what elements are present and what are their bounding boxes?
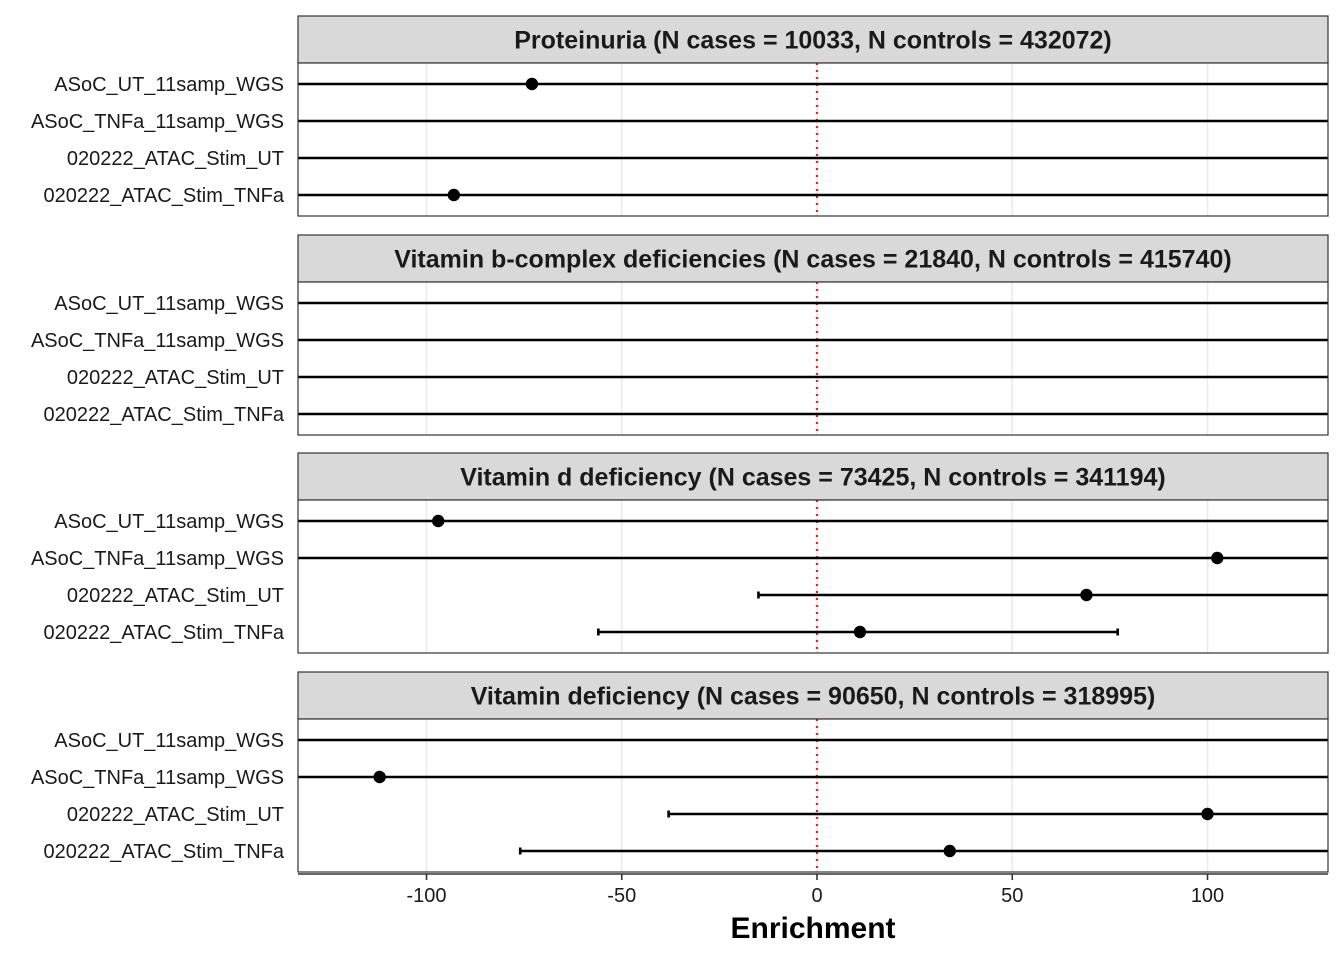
row-label: ASoC_UT_11samp_WGS [54,511,284,533]
estimate-point [447,188,461,202]
panel-background [298,63,1328,216]
estimate-point [1211,551,1224,565]
x-tick-label: -100 [406,885,446,907]
x-axis-title: Enrichment [730,912,895,945]
row-label: ASoC_TNFa_11samp_WGS [31,548,284,570]
estimate-point [1201,807,1214,821]
panel-title: Vitamin d deficiency (N cases = 73425, N… [460,464,1165,492]
panel-strip [297,15,1329,64]
row-label: ASoC_UT_11samp_WGS [54,730,284,752]
panel-strip [297,452,1329,501]
row-label: 020222_ATAC_Stim_UT [67,367,284,389]
x-tick-label: 0 [811,885,822,907]
panel-title: Proteinuria (N cases = 10033, N controls… [514,27,1112,55]
panel-border [297,62,1329,217]
estimate-point [525,77,539,91]
panel-border [297,281,1329,436]
row-label: 020222_ATAC_Stim_UT [67,148,284,170]
panel-background [298,500,1328,653]
panel-title: Vitamin deficiency (N cases = 90650, N c… [471,683,1156,711]
estimate-point [373,770,386,784]
row-label: ASoC_UT_11samp_WGS [54,293,284,315]
row-label: ASoC_TNFa_11samp_WGS [31,111,284,133]
estimate-point [853,625,867,639]
panel-title: Vitamin b-complex deficiencies (N cases … [394,246,1231,274]
row-label: 020222_ATAC_Stim_TNFa [44,622,285,644]
row-label: 020222_ATAC_Stim_TNFa [44,404,285,426]
row-label: ASoC_TNFa_11samp_WGS [31,767,284,789]
row-label: ASoC_UT_11samp_WGS [54,74,284,96]
estimate-point [432,514,445,528]
panel-background [298,719,1328,872]
row-label: 020222_ATAC_Stim_UT [67,804,284,826]
x-tick-label: 100 [1191,885,1224,907]
row-label: 020222_ATAC_Stim_TNFa [44,841,285,863]
panel-border [297,718,1329,873]
x-tick-label: 50 [1001,885,1023,907]
row-label: 020222_ATAC_Stim_UT [67,585,284,607]
x-tick-label: -50 [607,885,636,907]
row-label: ASoC_TNFa_11samp_WGS [31,330,284,352]
panel-strip [297,234,1329,283]
estimate-point [1080,588,1093,602]
row-label: 020222_ATAC_Stim_TNFa [44,185,285,207]
panel-strip [297,671,1329,720]
estimate-point [943,844,956,858]
panel-background [298,282,1328,435]
panel-border [297,499,1329,654]
